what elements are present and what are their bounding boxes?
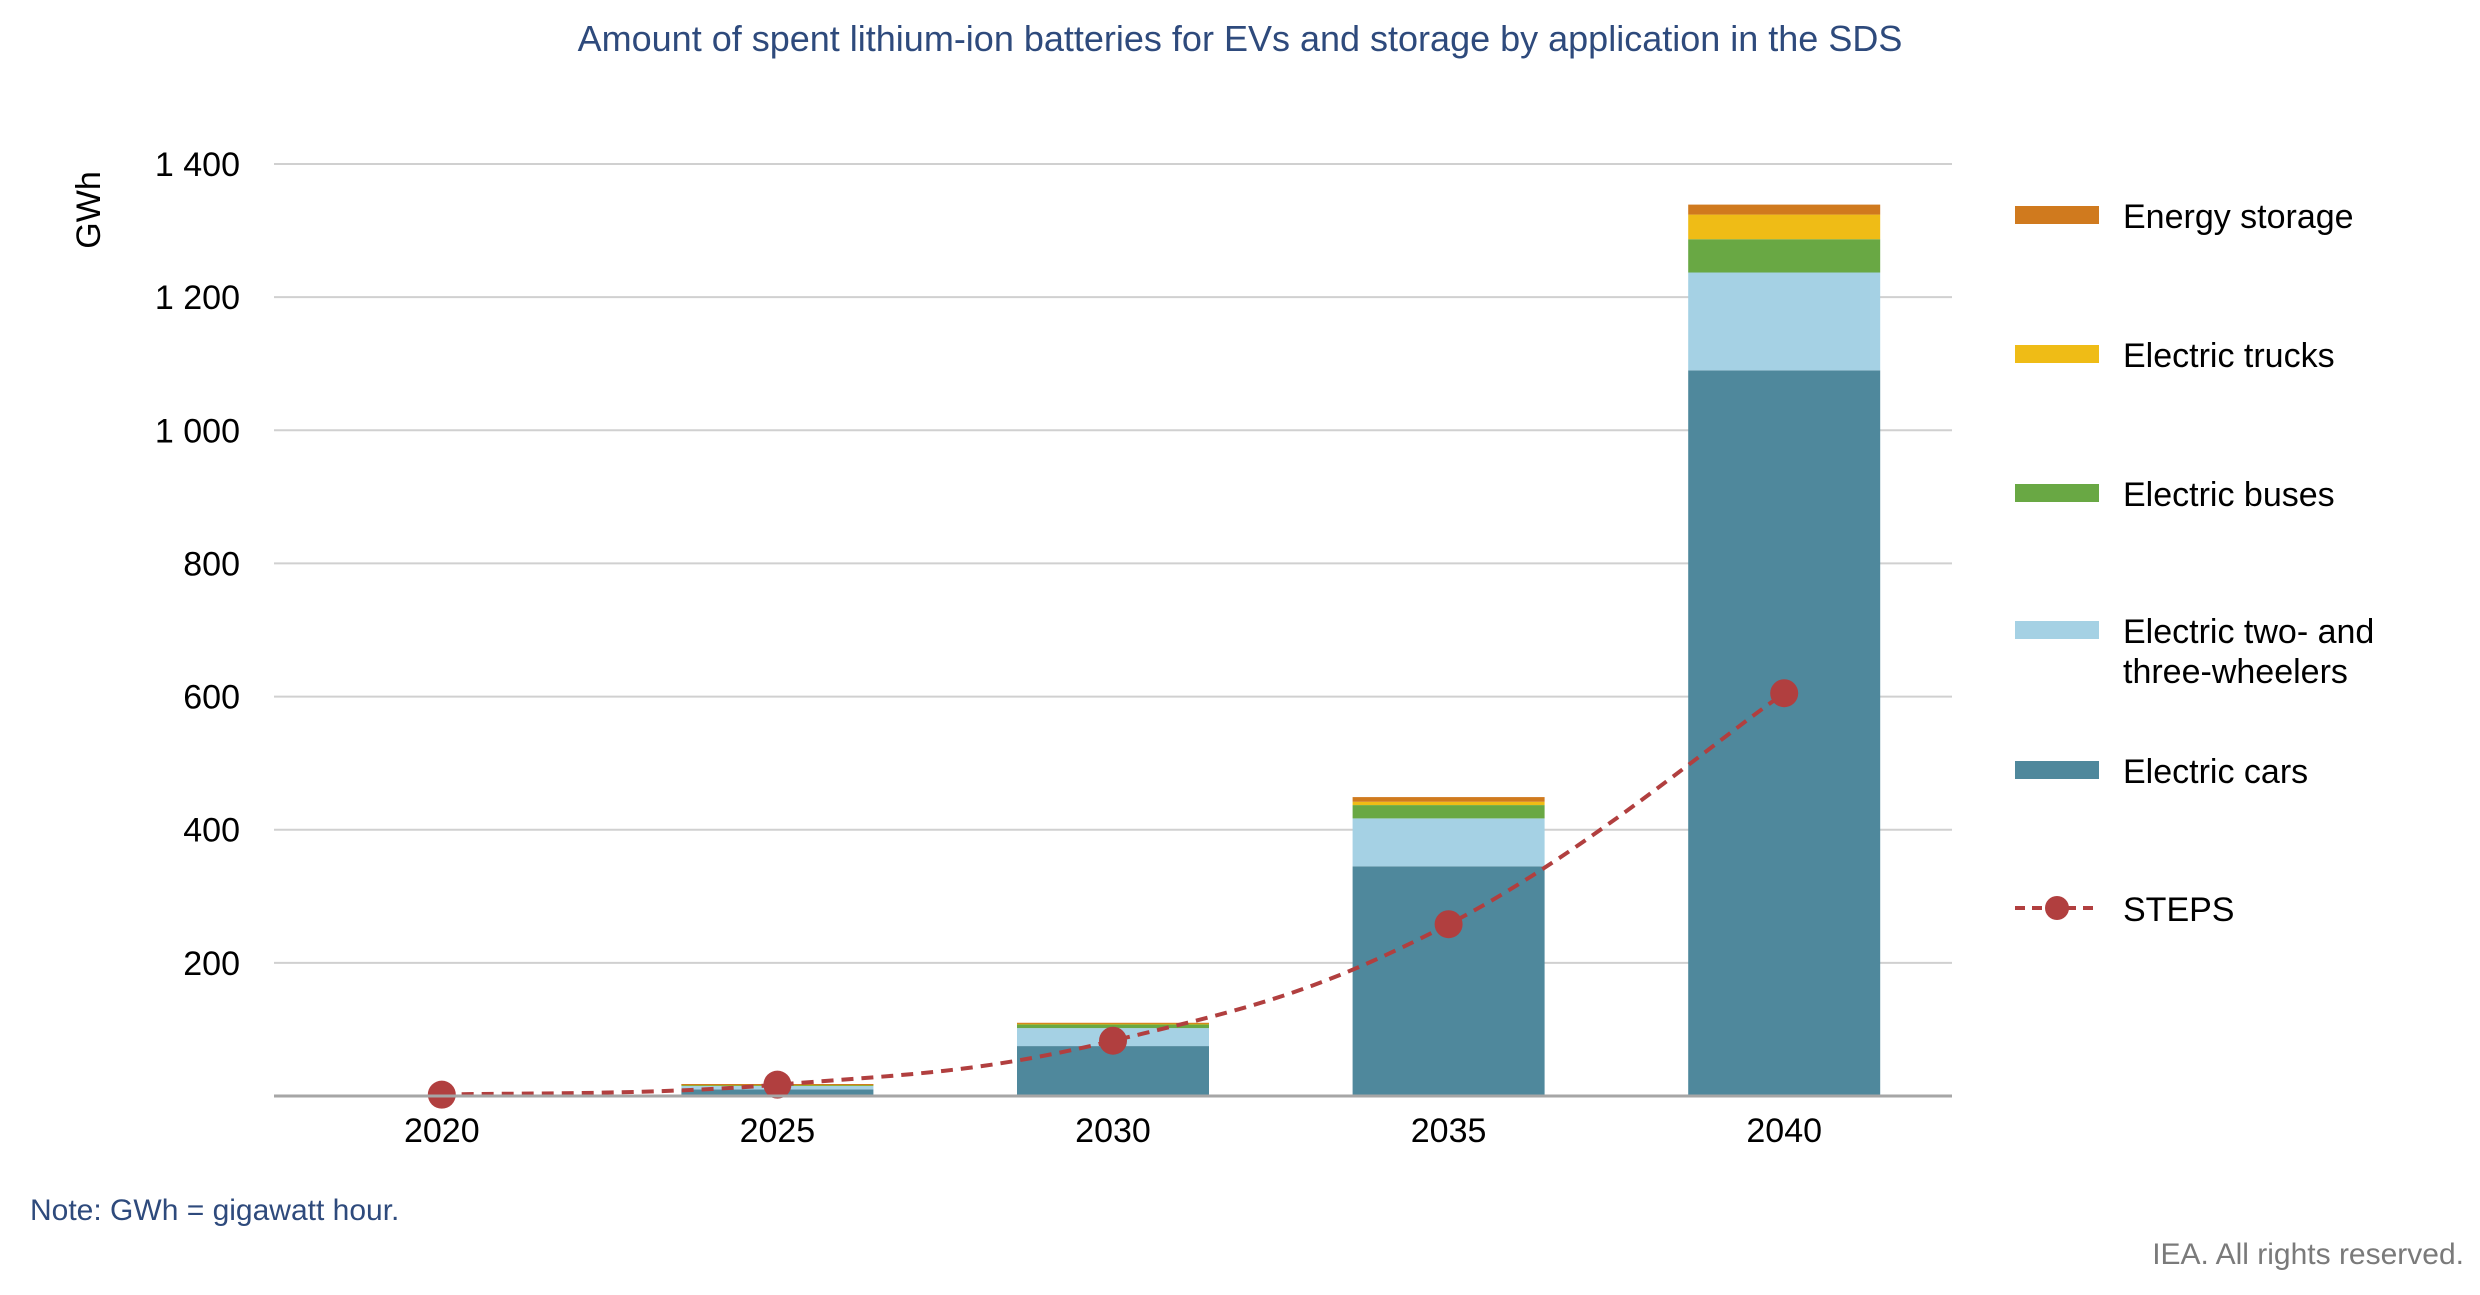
steps-line-path <box>441 691 1786 1097</box>
steps-point <box>1099 1026 1127 1055</box>
legend-item-electric-buses: Electric buses <box>2015 475 2453 515</box>
legend-label: Electric cars <box>2123 753 2309 791</box>
steps-line <box>427 679 1799 1109</box>
bar-segment <box>1688 204 1881 215</box>
x-tick-label: 2035 <box>1411 1112 1487 1150</box>
legend-label: Electric two- and three-wheelers <box>2123 613 2375 691</box>
note: Note: GWh = gigawatt hour. <box>30 1194 400 1227</box>
y-tick-label: 400 <box>183 812 240 850</box>
bar-segment <box>1352 801 1545 806</box>
y-tick-label: 1 200 <box>155 279 240 317</box>
bar-segment <box>1352 797 1545 802</box>
legend-label: STEPS <box>2123 891 2235 929</box>
x-tick-label: 2030 <box>1075 1112 1151 1150</box>
legend-item-two-three-wheelers: Electric two- and three-wheelers <box>2015 612 2453 692</box>
bar-segment <box>1688 370 1881 1096</box>
legend-item-electric-cars: Electric cars <box>2015 752 2453 792</box>
axes: 200 400 600 800 1 000 1 200 1 400 GWh 2020 2025 20… <box>70 146 1952 1150</box>
copyright: IEA. All rights reserved. <box>2152 1238 2464 1271</box>
x-tick-label: 2040 <box>1746 1112 1822 1150</box>
bar-segment <box>1017 1024 1209 1029</box>
legend-label: Energy storage <box>2123 198 2354 236</box>
legend-swatch <box>2015 345 2099 363</box>
x-tick-label: 2025 <box>740 1112 816 1150</box>
bar-segment <box>1352 818 1545 867</box>
bar-segment <box>1017 1023 1209 1025</box>
steps-point <box>1770 679 1799 708</box>
bar-segment <box>1688 239 1881 273</box>
steps-point <box>763 1070 792 1099</box>
legend-swatch <box>2015 621 2099 639</box>
x-tick-label: 2020 <box>404 1112 480 1150</box>
bar-segment <box>1352 805 1545 819</box>
legend-label: Electric buses <box>2123 476 2335 514</box>
bar-segment <box>1688 214 1881 240</box>
bar-segment <box>1352 866 1545 1096</box>
y-tick-label: 200 <box>183 945 240 983</box>
legend-swatch <box>2015 484 2099 502</box>
chart-title: Amount of spent lithium-ion batteries fo… <box>577 18 1903 59</box>
y-tick-label: 1 000 <box>155 412 240 450</box>
y-tick-label: 600 <box>183 679 240 717</box>
gridlines <box>274 163 1952 964</box>
legend-item-energy-storage: Energy storage <box>2015 197 2453 237</box>
legend-swatch <box>2015 761 2099 779</box>
legend-line-swatch <box>2015 896 2099 920</box>
y-tick-label: 800 <box>183 545 240 583</box>
bar-segment <box>1688 272 1881 371</box>
legend-item-steps: STEPS <box>2015 890 2453 930</box>
y-tick-label: 1 400 <box>155 146 240 184</box>
legend-label: Electric trucks <box>2123 337 2335 375</box>
bar-segment <box>1017 1022 1209 1024</box>
legend-item-electric-trucks: Electric trucks <box>2015 336 2453 376</box>
steps-point <box>1434 910 1463 939</box>
legend-swatch <box>2015 206 2099 224</box>
y-axis-label: GWh <box>70 171 108 248</box>
